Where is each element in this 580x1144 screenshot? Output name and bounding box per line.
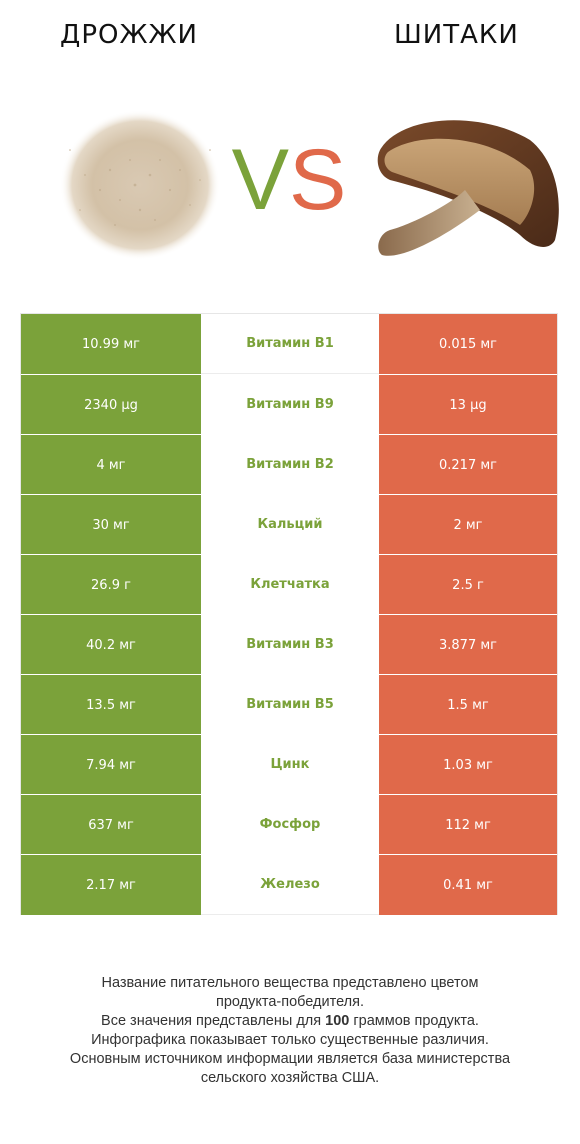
table-row: 4 мг Витамин B2 0.217 мг [21, 434, 557, 495]
footer-line: Основным источником информации является … [69, 1051, 511, 1067]
right-value: 2 мг [379, 495, 557, 555]
right-value: 2.5 г [379, 555, 557, 615]
table-row: 30 мг Кальций 2 мг [21, 494, 557, 555]
nutrient-name: Цинк [201, 735, 379, 795]
yeast-image [60, 110, 220, 260]
footer-note: Название питательного вещества представл… [20, 974, 560, 1088]
nutrient-name: Железо [201, 855, 379, 915]
table-row: 7.94 мг Цинк 1.03 мг [21, 734, 557, 795]
table-row: 2340 µg Витамин B9 13 µg [21, 374, 557, 435]
table-row: 637 мг Фосфор 112 мг [21, 794, 557, 855]
left-value: 40.2 мг [21, 615, 201, 675]
table-row: 26.9 г Клетчатка 2.5 г [21, 554, 557, 615]
shiitake-image [377, 120, 559, 256]
right-value: 13 µg [379, 375, 557, 435]
left-value: 4 мг [21, 435, 201, 495]
table-row: 40.2 мг Витамин B3 3.877 мг [21, 614, 557, 675]
nutrient-name: Витамин B9 [201, 375, 379, 435]
footer-text: Все значения представлены для [101, 1013, 326, 1029]
footer-text: граммов продукта. [349, 1013, 479, 1029]
nutrient-name: Витамин B5 [201, 675, 379, 735]
footer-line: Инфографика показывает только существенн… [91, 1032, 489, 1048]
footer-line: продукта-победителя. [215, 994, 365, 1010]
right-value: 0.41 мг [379, 855, 557, 915]
right-value: 3.877 мг [379, 615, 557, 675]
right-value: 0.217 мг [379, 435, 557, 495]
left-value: 2.17 мг [21, 855, 201, 915]
nutrient-name: Клетчатка [201, 555, 379, 615]
right-value: 1.03 мг [379, 735, 557, 795]
left-product-title: ДРОЖЖИ [60, 20, 198, 50]
left-value: 7.94 мг [21, 735, 201, 795]
vs-s: S [289, 132, 347, 228]
nutrient-name: Витамин B1 [201, 314, 379, 374]
nutrient-name: Витамин B3 [201, 615, 379, 675]
right-value: 0.015 мг [379, 314, 557, 374]
left-value: 26.9 г [21, 555, 201, 615]
nutrient-name: Кальций [201, 495, 379, 555]
footer-amount: 100 [325, 1013, 350, 1029]
left-value: 2340 µg [21, 375, 201, 435]
nutrient-name: Фосфор [201, 795, 379, 855]
left-value: 10.99 мг [21, 314, 201, 374]
footer-line: сельского хозяйства США. [200, 1070, 380, 1086]
right-value: 1.5 мг [379, 675, 557, 735]
footer-line: Все значения представлены для 100 граммо… [20, 1012, 560, 1031]
left-value: 13.5 мг [21, 675, 201, 735]
footer-line: Название питательного вещества представл… [101, 975, 479, 991]
left-value: 30 мг [21, 495, 201, 555]
right-product-title: ШИТАКИ [394, 20, 519, 50]
vs-v: V [231, 132, 289, 228]
left-value: 637 мг [21, 795, 201, 855]
table-row: 10.99 мг Витамин B1 0.015 мг [21, 314, 557, 374]
table-row: 2.17 мг Железо 0.41 мг [21, 854, 557, 915]
nutrient-name: Витамин B2 [201, 435, 379, 495]
table-row: 13.5 мг Витамин B5 1.5 мг [21, 674, 557, 735]
right-value: 112 мг [379, 795, 557, 855]
versus-label: VS [224, 130, 354, 230]
comparison-table: 10.99 мг Витамин B1 0.015 мг 2340 µg Вит… [20, 313, 558, 915]
